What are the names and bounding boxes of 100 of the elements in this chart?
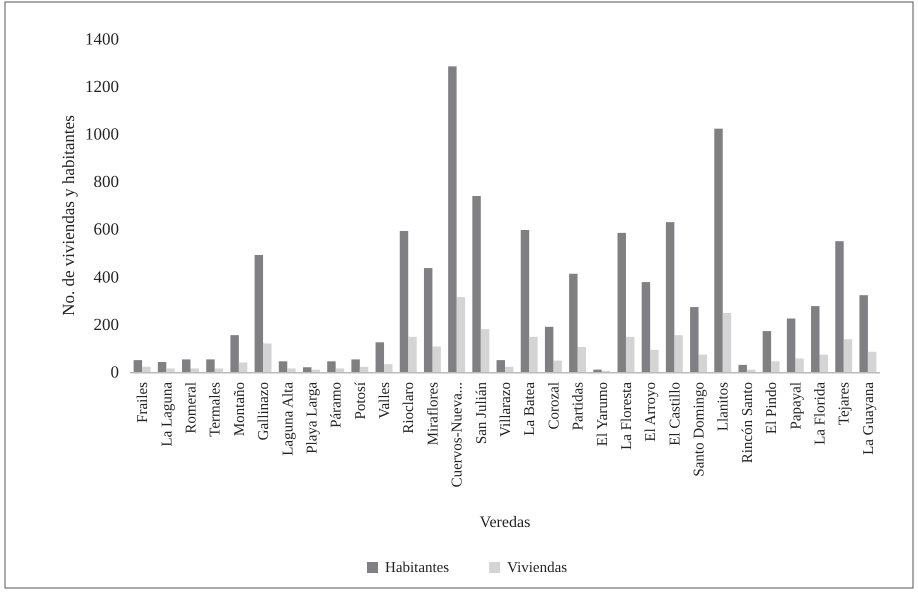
bar bbox=[230, 335, 239, 372]
y-tick-label: 800 bbox=[94, 172, 119, 192]
bar bbox=[520, 230, 530, 372]
bar bbox=[820, 354, 828, 372]
bar bbox=[327, 361, 336, 372]
bar bbox=[859, 295, 868, 372]
bar bbox=[795, 358, 804, 372]
bar bbox=[496, 360, 505, 372]
bar bbox=[278, 361, 288, 372]
x-tick-label: La Laguna bbox=[159, 382, 176, 447]
legend-label: Viviendas bbox=[507, 560, 568, 576]
bar bbox=[134, 360, 142, 372]
bar bbox=[456, 297, 466, 372]
bar bbox=[569, 274, 578, 372]
x-tick-label: Laguna Alta bbox=[280, 382, 296, 456]
bar bbox=[835, 241, 844, 372]
bar bbox=[529, 336, 538, 372]
bar bbox=[360, 366, 368, 372]
bar bbox=[771, 361, 780, 372]
bar bbox=[263, 343, 272, 372]
bar bbox=[190, 368, 199, 372]
x-tick-label: Villarazo bbox=[498, 382, 514, 437]
bar bbox=[287, 368, 296, 372]
bar bbox=[302, 367, 312, 372]
x-tick-label: El Yarumo bbox=[594, 382, 611, 446]
bar bbox=[384, 364, 392, 372]
x-tick-label: Cuervos-Nueva... bbox=[450, 382, 466, 488]
bar bbox=[642, 282, 650, 372]
x-tick-label: Valles bbox=[377, 382, 394, 419]
x-tick-label: El Castillo bbox=[667, 382, 684, 446]
y-tick-label: 400 bbox=[94, 267, 119, 286]
bar bbox=[578, 347, 586, 372]
bar bbox=[182, 359, 190, 372]
y-tick-label: 0 bbox=[110, 362, 119, 382]
bar bbox=[626, 336, 634, 372]
x-tick-label: Montaño bbox=[232, 382, 248, 436]
y-tick-label: 1200 bbox=[85, 77, 119, 96]
bar bbox=[376, 342, 384, 372]
bar bbox=[336, 368, 344, 372]
bar bbox=[238, 362, 248, 372]
x-tick-label: Gallinazo bbox=[256, 382, 272, 440]
x-tick-label: Llanitos bbox=[716, 382, 732, 432]
bar bbox=[666, 222, 674, 372]
x-tick-label: Tejares bbox=[836, 382, 853, 426]
x-tick-label: Páramo bbox=[328, 382, 345, 428]
bar bbox=[738, 364, 747, 372]
bar bbox=[786, 318, 796, 372]
y-tick-label: 1000 bbox=[85, 124, 119, 144]
bar bbox=[400, 230, 408, 372]
bar bbox=[480, 329, 490, 372]
x-tick-label: Playa Larga bbox=[304, 382, 320, 454]
x-tick-label: Termales bbox=[208, 382, 224, 437]
x-tick-label: Potosí bbox=[352, 381, 369, 420]
bar bbox=[166, 368, 175, 372]
y-tick-label: 1400 bbox=[85, 29, 119, 48]
bar bbox=[811, 306, 820, 372]
x-tick-label: La Batea bbox=[522, 382, 538, 436]
bar bbox=[432, 346, 441, 372]
bar bbox=[544, 326, 554, 372]
x-axis-title: Veredas bbox=[480, 514, 530, 531]
x-tick-label: Partidas bbox=[570, 382, 587, 430]
bar bbox=[448, 66, 457, 372]
x-tick-label: El Pindo bbox=[764, 382, 780, 434]
bar bbox=[142, 366, 151, 372]
x-tick-label: La Floresta bbox=[618, 382, 635, 450]
x-tick-label: Corozal bbox=[546, 382, 562, 430]
x-tick-label: San Julián bbox=[474, 382, 490, 444]
bar bbox=[505, 366, 514, 372]
bar bbox=[158, 362, 166, 372]
y-axis-title: No. de viviendas y habitantes bbox=[59, 115, 78, 316]
x-tick-label: Santo Domingo bbox=[692, 382, 708, 477]
bar bbox=[650, 350, 659, 372]
x-tick-label: Rioclaro bbox=[401, 382, 418, 434]
y-tick-label: 600 bbox=[94, 220, 119, 239]
bar bbox=[674, 335, 683, 372]
x-tick-label: Papayal bbox=[788, 382, 804, 430]
legend-label: Habitantes bbox=[385, 560, 450, 576]
bar bbox=[351, 359, 360, 372]
bar bbox=[618, 232, 626, 372]
bar bbox=[206, 359, 215, 372]
bar bbox=[254, 254, 264, 372]
y-tick-label: 200 bbox=[94, 314, 119, 334]
x-tick-label: Rincón Santo bbox=[740, 382, 756, 464]
bar bbox=[762, 331, 772, 372]
bar bbox=[424, 268, 432, 372]
x-tick-label: La Florida bbox=[812, 382, 829, 445]
bar bbox=[868, 352, 876, 372]
bar bbox=[472, 196, 481, 372]
x-tick-label: Frailes bbox=[135, 382, 152, 423]
bar bbox=[844, 339, 852, 372]
bar bbox=[714, 128, 723, 372]
bar bbox=[408, 336, 417, 372]
x-tick-label: Romeral bbox=[183, 382, 200, 434]
bar bbox=[722, 313, 732, 372]
x-tick-label: Miraflores bbox=[425, 382, 442, 446]
bar bbox=[553, 360, 562, 372]
bar bbox=[214, 368, 224, 372]
bar bbox=[698, 354, 708, 372]
bar bbox=[690, 307, 699, 372]
x-tick-label: El Arroyo bbox=[643, 382, 660, 442]
